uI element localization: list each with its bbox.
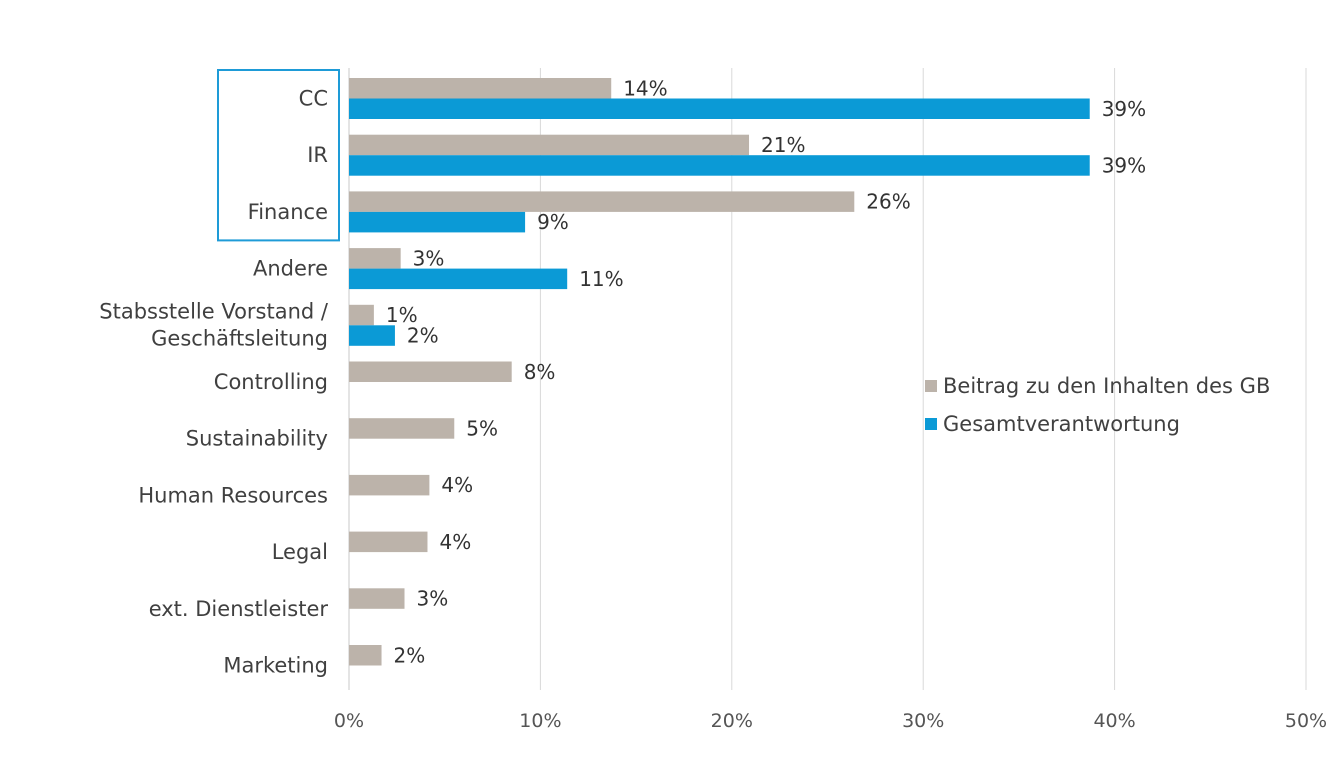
bar-gesamtverantwortung <box>349 325 395 346</box>
category-label-line: Stabsstelle Vorstand / <box>99 299 329 323</box>
bar-beitrag <box>349 361 512 382</box>
category-label: Human Resources <box>138 483 328 507</box>
bar-beitrag <box>349 418 455 439</box>
value-label-gesamtverantwortung: 11% <box>579 267 623 291</box>
legend-label: Gesamtverantwortung <box>943 412 1180 436</box>
legend-swatch <box>925 380 937 392</box>
bar-beitrag <box>349 304 374 326</box>
category-label: Legal <box>272 540 328 564</box>
value-label-gesamtverantwortung: 39% <box>1102 153 1146 177</box>
x-tick-label: 0% <box>334 710 364 732</box>
bar-beitrag <box>349 588 405 609</box>
highlight-box <box>217 69 340 242</box>
category-labels: CC IR Finance Andere Stabsstelle Vorstand / G… <box>99 87 329 678</box>
bar-beitrag <box>349 191 855 212</box>
value-label-beitrag: 8% <box>524 360 556 384</box>
bar-beitrag <box>349 645 382 666</box>
value-label-beitrag: 3% <box>417 587 449 611</box>
value-label-beitrag: 1% <box>386 303 418 327</box>
bar-gesamtverantwortung <box>349 98 1090 119</box>
highlight-rectangle <box>217 69 340 242</box>
x-tick-label: 30% <box>902 710 944 732</box>
bar-beitrag <box>349 248 401 269</box>
value-label-gesamtverantwortung: 39% <box>1102 97 1146 121</box>
bar-beitrag <box>349 474 430 496</box>
value-label-gesamtverantwortung: 2% <box>407 324 439 348</box>
legend-swatch <box>925 418 937 430</box>
x-tick-label: 40% <box>1093 710 1135 732</box>
value-label-beitrag: 4% <box>441 473 473 497</box>
value-label-beitrag: 21% <box>761 133 805 157</box>
legend-label: Beitrag zu den Inhalten des GB <box>943 374 1270 398</box>
x-tick-label: 10% <box>519 710 561 732</box>
bars: 14%39%21%39%26%9%3%11%1%2%8%5%4%4%3%2% <box>349 76 1146 667</box>
category-label-line: Geschäftsleitung <box>151 326 328 350</box>
category-label: Andere <box>253 257 328 281</box>
bar-gesamtverantwortung <box>349 211 526 233</box>
category-label: Stabsstelle Vorstand / Geschäftsleitung <box>99 299 329 350</box>
bar-beitrag <box>349 531 428 553</box>
bar-gesamtverantwortung <box>349 268 568 290</box>
category-label: ext. Dienstleister <box>149 597 329 621</box>
value-label-beitrag: 4% <box>439 530 471 554</box>
value-label-beitrag: 3% <box>413 246 445 270</box>
category-label: IR <box>307 143 328 167</box>
category-label: Controlling <box>214 370 328 394</box>
category-label: Sustainability <box>186 427 328 451</box>
category-label: CC <box>299 87 328 111</box>
x-tick-label: 50% <box>1285 710 1327 732</box>
value-label-beitrag: 2% <box>394 643 426 667</box>
category-label: Finance <box>248 200 328 224</box>
bar-beitrag <box>349 78 612 99</box>
value-label-beitrag: 14% <box>623 76 667 100</box>
x-tick-label: 20% <box>711 710 753 732</box>
category-label: Marketing <box>223 654 328 678</box>
value-label-beitrag: 5% <box>466 416 498 440</box>
bar-beitrag <box>349 134 750 156</box>
bar-gesamtverantwortung <box>349 155 1090 176</box>
x-tick-labels: 0% 10% 20% 30% 40% 50% <box>334 710 1327 732</box>
value-label-gesamtverantwortung: 9% <box>537 210 569 234</box>
legend: Beitrag zu den Inhalten des GB Gesamtvera… <box>925 374 1270 436</box>
value-label-beitrag: 26% <box>866 190 910 214</box>
